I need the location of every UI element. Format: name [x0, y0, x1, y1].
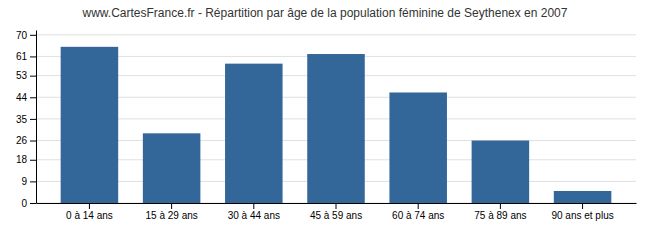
x-tick-mark [418, 203, 419, 209]
y-tick: 44 [16, 92, 36, 103]
y-tick: 70 [16, 30, 36, 41]
y-tick-label: 26 [16, 135, 28, 146]
x-tick-label: 45 à 59 ans [310, 210, 362, 221]
x-tick: 75 à 89 ans [474, 203, 526, 221]
y-tick-label: 9 [21, 176, 27, 187]
bar [61, 47, 119, 203]
y-tick-label: 0 [21, 198, 27, 209]
x-tick-label: 60 à 74 ans [392, 210, 444, 221]
y-tick-label: 61 [16, 51, 28, 62]
bar [389, 92, 447, 203]
y-tick: 26 [16, 135, 36, 146]
x-tick-label: 30 à 44 ans [228, 210, 280, 221]
y-tick: 61 [16, 51, 36, 62]
y-tick-mark [30, 203, 36, 204]
bar [143, 133, 201, 203]
y-tick-mark [30, 181, 36, 182]
y-tick-mark [30, 35, 36, 36]
y-tick: 35 [16, 114, 36, 125]
x-tick-mark [89, 203, 90, 209]
x-tick-label: 90 ans et plus [551, 210, 613, 221]
x-tick-mark [582, 203, 583, 209]
x-tick: 90 ans et plus [551, 203, 613, 221]
y-tick-mark [30, 97, 36, 98]
bar [225, 64, 283, 203]
y-tick-mark [30, 56, 36, 57]
x-axis: 0 à 14 ans 15 à 29 ans 30 à 44 ans 45 à 59 … [37, 203, 637, 221]
plot-area [61, 47, 612, 203]
y-axis-line [36, 31, 37, 204]
bar [307, 54, 365, 203]
y-tick-label: 35 [16, 114, 28, 125]
x-tick-label: 0 à 14 ans [66, 210, 113, 221]
x-tick: 0 à 14 ans [66, 203, 113, 221]
x-tick-mark [336, 203, 337, 209]
y-axis: 0 9 18 26 35 44 53 61 70 [16, 30, 37, 209]
y-tick-mark [30, 119, 36, 120]
y-tick: 18 [16, 154, 36, 165]
x-tick: 15 à 29 ans [145, 203, 197, 221]
y-tick-label: 44 [16, 92, 28, 103]
x-tick-mark [253, 203, 254, 209]
y-tick-mark [30, 76, 36, 77]
y-tick: 9 [21, 176, 36, 187]
x-tick: 45 à 59 ans [310, 203, 362, 221]
x-tick: 30 à 44 ans [228, 203, 280, 221]
chart: www.CartesFrance.fr - Répartition par âg… [0, 0, 650, 229]
y-tick-label: 70 [16, 30, 28, 41]
bar [472, 141, 530, 203]
y-tick: 0 [21, 198, 36, 209]
y-tick-label: 53 [16, 70, 28, 81]
x-tick: 60 à 74 ans [392, 203, 444, 221]
grid [36, 35, 636, 203]
grid-line [36, 34, 636, 35]
y-tick: 53 [16, 70, 36, 81]
y-tick-label: 18 [16, 154, 28, 165]
x-tick-label: 15 à 29 ans [145, 210, 197, 221]
bar [554, 191, 612, 203]
x-tick-label: 75 à 89 ans [474, 210, 526, 221]
x-tick-mark [500, 203, 501, 209]
y-tick-mark [30, 160, 36, 161]
x-tick-mark [171, 203, 172, 209]
y-tick-mark [30, 141, 36, 142]
title: www.CartesFrance.fr - Répartition par âg… [82, 6, 568, 20]
